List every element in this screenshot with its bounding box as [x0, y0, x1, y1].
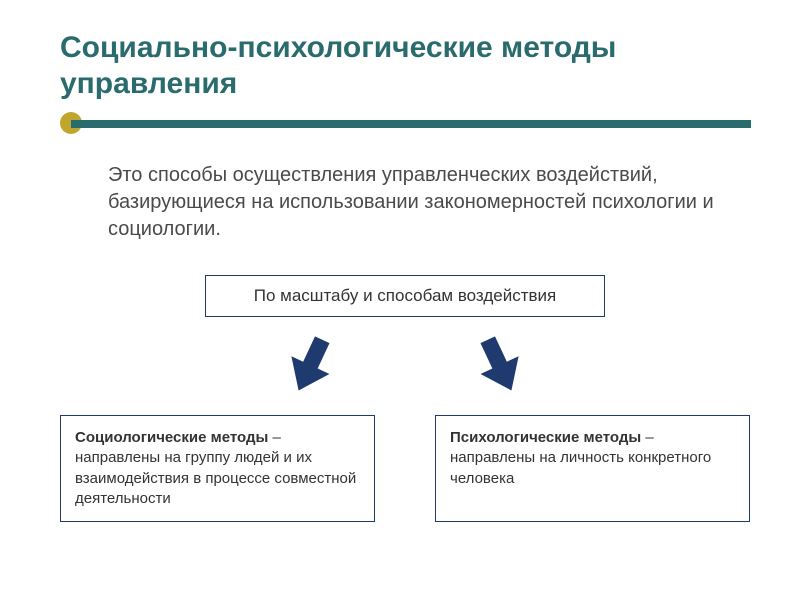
arrow-right-icon [465, 335, 535, 397]
methods-row: Социологические методы – направлены на г… [60, 415, 750, 522]
psychological-name: Психологические методы [450, 429, 641, 446]
divider-line [71, 120, 751, 128]
definition-text: Это способы осуществления управленческих… [108, 162, 740, 243]
sociological-methods-box: Социологические методы – направлены на г… [60, 415, 375, 522]
criteria-box: По масштабу и способам воздействия [205, 275, 605, 317]
title-divider [60, 114, 750, 134]
arrows-row [60, 335, 750, 397]
psychological-methods-box: Психологические методы – направлены на л… [435, 415, 750, 522]
arrow-left-icon [275, 335, 345, 397]
sociological-name: Социологические методы [75, 429, 268, 446]
page-title: Социально-психологические методы управле… [60, 30, 750, 102]
